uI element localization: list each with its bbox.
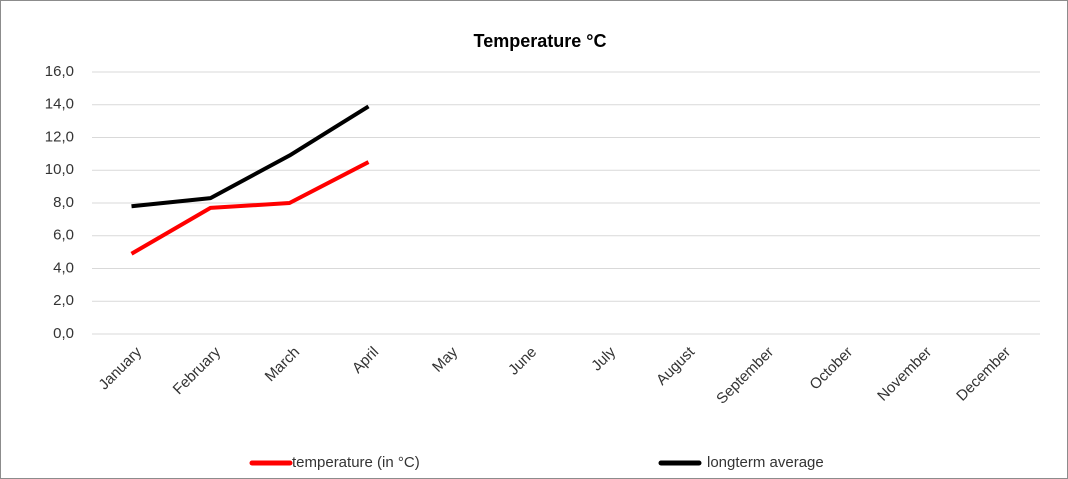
y-tick-label: 14,0 xyxy=(45,96,74,113)
y-tick-label: 10,0 xyxy=(45,161,74,178)
y-tick-label: 2,0 xyxy=(53,292,74,309)
y-tick-label: 0,0 xyxy=(53,325,74,342)
y-tick-label: 6,0 xyxy=(53,227,74,244)
y-tick-label: 8,0 xyxy=(53,194,74,211)
legend-label: temperature (in °C) xyxy=(292,454,420,471)
legend-label: longterm average xyxy=(707,454,824,471)
series-line xyxy=(131,104,370,209)
y-tick-label: 16,0 xyxy=(45,63,74,80)
series-line xyxy=(130,160,370,256)
y-tick-label: 12,0 xyxy=(45,128,74,145)
y-tick-label: 4,0 xyxy=(53,259,74,276)
chart-title: Temperature °C xyxy=(474,31,607,51)
